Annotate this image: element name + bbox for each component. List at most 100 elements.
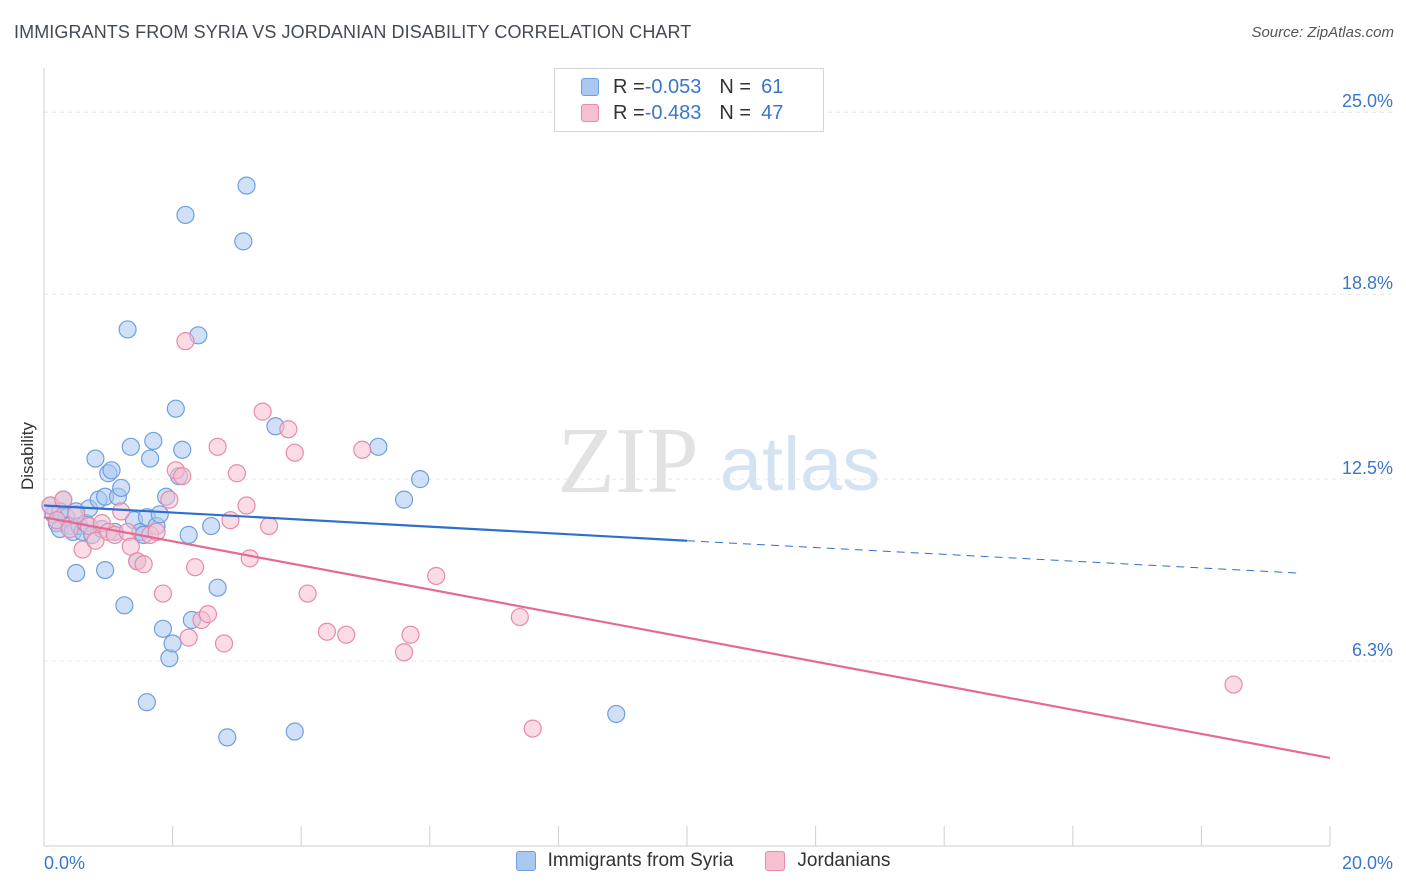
point-jordanians <box>523 719 542 738</box>
trend-line-jordanians <box>43 516 1331 760</box>
point-syria <box>176 205 195 225</box>
legend-n-label: N = <box>719 75 752 98</box>
point-syria <box>202 516 221 536</box>
point-syria <box>163 634 182 653</box>
y-tick-label: 12.5% <box>1342 458 1393 478</box>
series-label-jordanians: Jordanians <box>797 850 891 871</box>
trend-lines <box>43 504 1331 760</box>
point-jordanians <box>259 516 279 536</box>
y-tick-label: 25.0% <box>1342 91 1393 111</box>
point-jordanians <box>1224 675 1243 694</box>
grid-lines <box>44 111 1392 662</box>
point-jordanians <box>54 490 73 509</box>
legend-r-value: -0.483 <box>644 101 702 124</box>
watermark-atlas: atlas <box>720 422 881 507</box>
point-jordanians <box>240 549 259 568</box>
trend-line-syria <box>43 504 688 542</box>
point-syria <box>607 704 626 724</box>
tick-labels: 6.3% 12.5% 18.8% 25.0% 0.0% 20.0% <box>44 91 1393 873</box>
series-legend: Immigrants from Syria Jordanians <box>0 850 1406 872</box>
point-jordanians <box>221 511 240 530</box>
point-jordanians <box>134 555 153 574</box>
point-syria <box>208 578 227 597</box>
point-jordanians <box>160 490 179 509</box>
point-syria <box>173 440 192 459</box>
watermark-zip: ZIP <box>558 409 699 513</box>
point-syria <box>67 563 86 583</box>
point-syria <box>237 176 256 195</box>
point-jordanians <box>186 558 205 577</box>
point-jordanians <box>153 584 173 603</box>
point-jordanians <box>427 566 446 586</box>
point-syria <box>369 437 388 456</box>
y-tick-label: 18.8% <box>1342 273 1393 293</box>
series-swatch-syria <box>515 851 536 871</box>
legend-n-label: N = <box>719 101 752 124</box>
x-tick-label-right: 20.0% <box>1342 853 1393 873</box>
point-syria <box>144 431 163 451</box>
point-jordanians <box>227 464 246 483</box>
legend-row-jordanians: R = -0.483 N = 47 <box>581 100 783 126</box>
point-syria <box>153 619 173 638</box>
y-axis-label: Disability <box>18 421 37 490</box>
point-jordanians <box>73 540 92 559</box>
point-syria <box>218 728 237 747</box>
point-jordanians <box>253 402 272 421</box>
point-syria <box>285 722 304 741</box>
chart-title: IMMIGRANTS FROM SYRIA VS JORDANIAN DISAB… <box>14 22 692 42</box>
axes <box>43 68 1331 847</box>
watermark: ZIP atlas <box>558 409 881 513</box>
point-jordanians <box>208 437 227 456</box>
point-jordanians <box>214 634 234 653</box>
point-syria <box>115 596 134 615</box>
point-jordanians <box>401 625 420 644</box>
point-syria <box>140 449 160 468</box>
point-syria <box>137 693 156 712</box>
point-jordanians <box>337 625 356 644</box>
series-label-syria: Immigrants from Syria <box>547 850 734 871</box>
point-jordanians <box>112 502 131 521</box>
point-jordanians <box>394 643 414 662</box>
point-jordanians <box>176 332 195 351</box>
series-legend-syria[interactable]: Immigrants from Syria <box>515 850 734 872</box>
legend-n-value: 47 <box>761 101 784 124</box>
point-syria <box>411 470 430 489</box>
point-jordanians <box>298 584 317 603</box>
point-jordanians <box>198 605 218 624</box>
point-syria <box>86 449 105 468</box>
point-syria <box>166 399 185 418</box>
trend-line-syria-extension <box>686 540 1298 574</box>
legend-n-value: 61 <box>761 75 784 98</box>
point-syria <box>160 649 179 668</box>
point-jordanians <box>279 420 298 439</box>
point-syria <box>234 232 253 251</box>
point-jordanians <box>353 440 372 459</box>
legend-swatch-jordanians <box>581 104 599 122</box>
point-jordanians <box>147 522 166 542</box>
point-syria <box>121 437 140 456</box>
point-syria <box>179 525 198 544</box>
y-tick-label: 6.3% <box>1352 640 1393 660</box>
point-syria <box>102 461 121 480</box>
point-jordanians <box>510 607 529 627</box>
series-legend-jordanians[interactable]: Jordanians <box>765 850 890 872</box>
point-syria <box>150 505 169 524</box>
point-jordanians <box>317 622 337 641</box>
legend-row-syria: R = -0.053 N = 61 <box>581 74 783 100</box>
point-syria <box>95 560 115 580</box>
point-jordanians <box>237 496 256 515</box>
point-syria <box>394 490 414 509</box>
point-jordanians <box>285 443 304 462</box>
point-syria <box>118 320 137 339</box>
point-jordanians <box>179 628 198 647</box>
point-jordanians <box>86 531 105 550</box>
legend-swatch-syria <box>581 78 599 96</box>
source-label: Source: ZipAtlas.com <box>1251 24 1394 41</box>
x-tick-label-left: 0.0% <box>44 853 85 873</box>
series-swatch-jordanians <box>765 851 786 871</box>
point-syria <box>112 478 131 498</box>
legend-r-label: R = <box>613 75 645 98</box>
point-jordanians <box>173 467 192 486</box>
legend-r-value: -0.053 <box>644 75 702 98</box>
